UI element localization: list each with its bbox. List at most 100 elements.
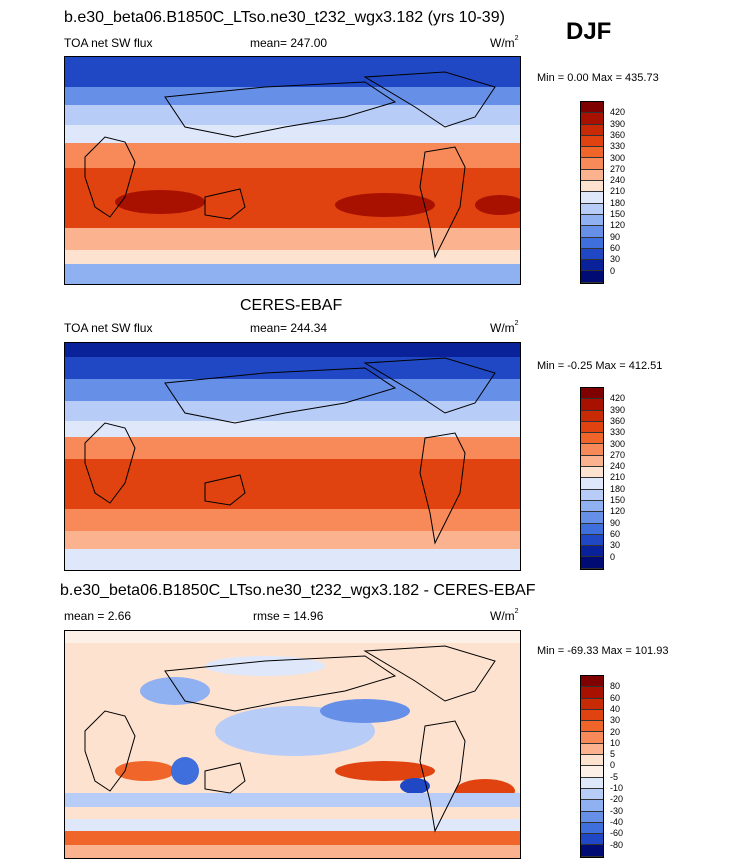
- colorbar-swatch: [581, 248, 603, 261]
- colorbar-swatch: [581, 169, 603, 182]
- colorbar-label: 270: [610, 163, 626, 174]
- colorbar-swatch: [581, 237, 603, 249]
- panel-3-rmse-label: rmse = 14.96: [253, 609, 324, 623]
- colorbar-swatch: [581, 124, 603, 136]
- colorbar-swatch: [581, 147, 603, 159]
- panel-2-map: [64, 342, 521, 571]
- colorbar-label: -20: [610, 794, 624, 805]
- colorbar-label: 150: [610, 495, 626, 505]
- colorbar-label: 420: [610, 393, 626, 404]
- colorbar-swatch: [581, 546, 603, 558]
- colorbar-label: 60: [610, 242, 621, 253]
- panel-2-units: W/m2: [490, 320, 519, 335]
- colorbar-swatch: [581, 845, 603, 857]
- panel-1-title: b.e30_beta06.B1850C_LTso.ne30_t232_wgx3.…: [64, 9, 505, 26]
- colorbar-swatch: [581, 489, 603, 501]
- colorbar-swatch: [581, 811, 603, 823]
- colorbar-label: 90: [610, 517, 621, 528]
- colorbar-label: 60: [610, 528, 621, 539]
- colorbar-swatch: [581, 260, 603, 272]
- colorbar-label: 270: [610, 449, 626, 460]
- colorbar-label: -10: [610, 783, 624, 793]
- colorbar-swatch: [581, 777, 603, 789]
- colorbar-label: -40: [610, 816, 624, 827]
- colorbar-swatch: [581, 467, 603, 479]
- colorbar-swatch: [581, 102, 603, 114]
- colorbar-swatch: [581, 214, 603, 227]
- colorbar-swatch: [581, 158, 603, 170]
- colorbar-swatch: [581, 113, 603, 125]
- colorbar-swatch: [581, 203, 603, 215]
- panel-2-minmax: Min = -0.25 Max = 412.51: [537, 360, 663, 372]
- colorbar-label: 0: [610, 551, 616, 562]
- colorbar-swatch: [581, 822, 603, 835]
- colorbar-label: 0: [610, 265, 616, 276]
- colorbar-label: 300: [610, 438, 626, 449]
- colorbar-label: -80: [610, 839, 624, 850]
- colorbar-swatch: [581, 834, 603, 846]
- panel-3-minmax: Min = -69.33 Max = 101.93: [537, 645, 669, 657]
- colorbar-swatch: [581, 788, 603, 801]
- colorbar-label: -5: [610, 771, 619, 782]
- colorbar-label: 240: [610, 175, 626, 186]
- colorbar-label: 360: [610, 415, 626, 426]
- colorbar-label: 360: [610, 129, 626, 140]
- colorbar-label: 120: [610, 506, 626, 517]
- colorbar-label: 20: [610, 726, 621, 737]
- colorbar-swatch: [581, 534, 603, 547]
- panel-1-minmax: Min = 0.00 Max = 435.73: [537, 72, 659, 84]
- panel-3-title: b.e30_beta06.B1850C_LTso.ne30_t232_wgx3.…: [60, 582, 536, 599]
- colorbar-label: 180: [610, 483, 626, 494]
- panel-2-colorbar: [580, 387, 604, 570]
- panel-1-variable-label: TOA net SW flux: [64, 36, 153, 50]
- colorbar-swatch: [581, 421, 603, 434]
- colorbar-label: 30: [610, 540, 621, 551]
- colorbar-label: 210: [610, 186, 626, 197]
- panel-1-map: [64, 56, 521, 285]
- colorbar-swatch: [581, 500, 603, 513]
- panel-2-mean-label: mean= 244.34: [250, 321, 328, 335]
- colorbar-label: 180: [610, 197, 626, 208]
- colorbar-label: 330: [610, 427, 626, 438]
- colorbar-swatch: [581, 181, 603, 193]
- colorbar-swatch: [581, 709, 603, 722]
- colorbar-swatch: [581, 455, 603, 468]
- colorbar-swatch: [581, 444, 603, 456]
- colorbar-swatch: [581, 557, 603, 569]
- panel-3-map: [64, 630, 521, 859]
- colorbar-swatch: [581, 271, 603, 283]
- colorbar-swatch: [581, 410, 603, 422]
- colorbar-swatch: [581, 192, 603, 204]
- colorbar-swatch: [581, 399, 603, 411]
- colorbar-label: 0: [610, 760, 616, 771]
- colorbar-label: 330: [610, 141, 626, 152]
- panel-3-units: W/m2: [490, 608, 519, 623]
- colorbar-label: 10: [610, 737, 621, 748]
- colorbar-swatch: [581, 433, 603, 445]
- colorbar-swatch: [581, 698, 603, 710]
- panel-3-colorbar: [580, 675, 604, 858]
- panel-2-title: CERES-EBAF: [240, 297, 343, 314]
- colorbar-swatch: [581, 512, 603, 524]
- colorbar-swatch: [581, 766, 603, 778]
- colorbar-label: 210: [610, 472, 626, 483]
- colorbar-label: -60: [610, 828, 624, 839]
- panel-3-mean-label: mean = 2.66: [64, 609, 132, 623]
- colorbar-label: 80: [610, 681, 621, 692]
- colorbar-label: 420: [610, 107, 626, 118]
- colorbar-label: 40: [610, 703, 621, 714]
- colorbar-label: 240: [610, 461, 626, 472]
- colorbar-label: 90: [610, 231, 621, 242]
- colorbar-swatch: [581, 755, 603, 767]
- season-label: DJF: [566, 18, 612, 45]
- colorbar-swatch: [581, 732, 603, 744]
- colorbar-label: 5: [610, 749, 616, 760]
- colorbar-label: 150: [610, 209, 626, 219]
- panel-1-mean-label: mean= 247.00: [250, 36, 328, 50]
- colorbar-label: 60: [610, 692, 621, 703]
- colorbar-swatch: [581, 743, 603, 756]
- colorbar-swatch: [581, 523, 603, 535]
- colorbar-label: 390: [610, 404, 626, 415]
- colorbar-swatch: [581, 800, 603, 812]
- panel-1-units: W/m2: [490, 35, 519, 50]
